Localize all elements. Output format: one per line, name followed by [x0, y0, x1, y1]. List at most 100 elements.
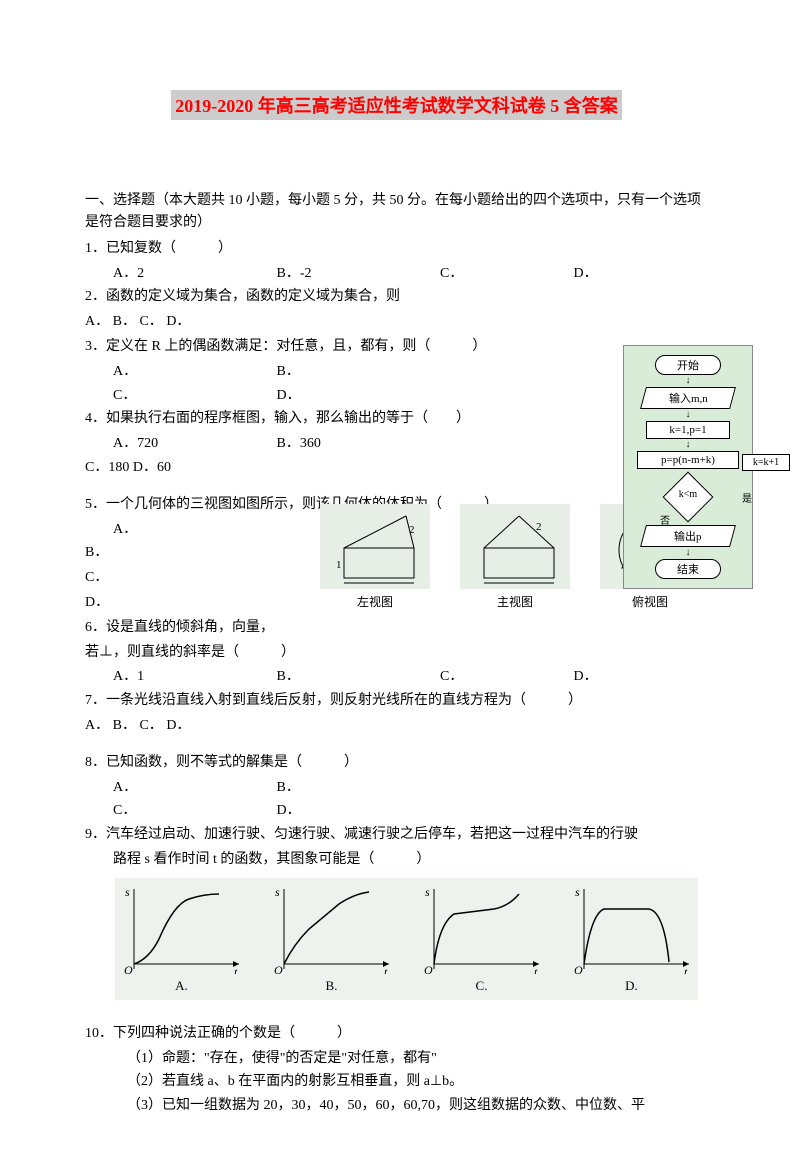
question-4-options-row1: A．720 B．360	[85, 432, 708, 456]
q8-opt-b: B．	[277, 776, 300, 800]
page-title: 2019-2020 年高三高考适应性考试数学文科试卷 5 含答案	[171, 90, 622, 120]
question-9-line2: 路程 s 看作时间 t 的函数，其图象可能是（ ）	[85, 848, 708, 872]
fc-cond: k<m	[663, 482, 713, 512]
question-1-options: A．2 B．-2 C． D．	[85, 262, 708, 286]
q1-opt-d: D．	[574, 262, 598, 286]
svg-text:s: s	[275, 885, 280, 899]
q7-opt-c: C．	[139, 718, 162, 733]
front-view: 2 1 1 主视图	[460, 504, 570, 610]
question-4-options-row2: C．180 D．60	[85, 456, 708, 480]
q9-label-c: C.	[419, 978, 544, 994]
q9-graph-b-svg: s t O	[269, 884, 394, 974]
q6-opt-a: A．1	[113, 665, 273, 689]
q6-opt-c: C．	[440, 665, 570, 689]
fc-output: 输出p	[640, 525, 736, 547]
question-8: 8．已知函数，则不等式的解集是（ ）	[85, 751, 708, 775]
q7-opt-b: B．	[113, 718, 136, 733]
question-2-options: A． B． C． D．	[85, 310, 708, 334]
top-view-label: 俯视图	[600, 593, 700, 610]
question-7-options: A． B． C． D．	[85, 714, 708, 738]
front-view-svg: 2 1 1	[460, 504, 570, 589]
q3-opt-b: B．	[277, 360, 300, 384]
q2-opt-a: A．	[85, 314, 109, 329]
spacer	[85, 481, 708, 493]
q7-opt-d: D．	[166, 718, 190, 733]
left-view-label: 左视图	[320, 593, 430, 610]
fc-yes: 是	[742, 490, 752, 505]
question-1: 1．已知复数（ ）	[85, 237, 708, 261]
q9-graph-d: s t O D.	[569, 884, 694, 994]
q8-opt-a: A．	[113, 776, 273, 800]
svg-text:t: t	[384, 965, 388, 974]
axis-t: t	[234, 965, 238, 974]
q9-graph-c: s t O C.	[419, 884, 544, 994]
exam-page: 2019-2020 年高三高考适应性考试数学文科试卷 5 含答案 一、选择题（本…	[0, 0, 793, 1158]
svg-text:1: 1	[532, 583, 538, 589]
q9-graph-b: s t O B.	[269, 884, 394, 994]
svg-text:s: s	[575, 885, 580, 899]
svg-text:1: 1	[392, 583, 398, 589]
q10-sub1: （1）命题："存在，使得"的否定是"对任意，都有"	[85, 1047, 708, 1071]
q9-graph-a: s t O A.	[119, 884, 244, 994]
q5-opt-d: D．	[85, 595, 109, 610]
q2-opt-d: D．	[166, 314, 190, 329]
q10-sub3: （3）已知一组数据为 20，30，40，50，60，60,70，则这组数据的众数…	[85, 1094, 708, 1118]
q3-opt-d: D．	[277, 384, 301, 408]
q4-opt-d: D．60	[133, 460, 171, 475]
svg-text:2: 2	[409, 524, 415, 536]
axis-s: s	[125, 885, 130, 899]
q5-opt-c: C．	[85, 570, 108, 585]
axis-o: O	[124, 963, 133, 974]
svg-text:s: s	[425, 885, 430, 899]
flowchart: 开始 ↓ 输入m,n ↓ k=1,p=1 ↓ p=p(n-m+k) k=k+1 …	[623, 345, 753, 589]
spacer	[85, 1002, 708, 1022]
q3-opt-a: A．	[113, 360, 273, 384]
q9-graphs: s t O A. s t O B. s	[115, 878, 698, 1000]
fc-arrow: ↓	[628, 441, 748, 449]
q9-graph-d-svg: s t O	[569, 884, 694, 974]
q10-sub2: （2）若直线 a、b 在平面内的射影互相垂直，则 a⊥b。	[85, 1070, 708, 1094]
q7-opt-a: A．	[85, 718, 109, 733]
q9-graph-c-svg: s t O	[419, 884, 544, 974]
question-8-options-row2: C． D．	[85, 799, 708, 823]
svg-text:1: 1	[497, 583, 503, 589]
question-8-options-row1: A． B．	[85, 776, 708, 800]
q4-opt-c: C．180	[85, 460, 129, 475]
svg-text:O: O	[424, 963, 433, 974]
q9-label-d: D.	[569, 978, 694, 994]
section-1-intro: 一、选择题（本大题共 10 小题，每小题 5 分，共 50 分。在每小题给出的四…	[85, 190, 708, 235]
q3-opt-c: C．	[113, 384, 273, 408]
fc-inc: k=k+1	[742, 454, 790, 471]
question-6-line2: 若⊥，则直线的斜率是（ ）	[85, 641, 708, 665]
q9-graph-a-svg: s t O	[119, 884, 244, 974]
question-3-options-row1: A． B．	[85, 360, 708, 384]
fc-end: 结束	[655, 559, 721, 579]
q6-opt-b: B．	[277, 665, 437, 689]
q4-opt-a: A．720	[113, 432, 273, 456]
fc-input: 输入m,n	[640, 387, 736, 409]
front-view-label: 主视图	[460, 593, 570, 610]
question-4: 4．如果执行右面的程序框图，输入，那么输出的等于（ ）	[85, 407, 708, 431]
left-view-svg: 2 1 1 1	[320, 504, 430, 589]
fc-arrow: ↓	[628, 411, 748, 419]
q9-label-b: B.	[269, 978, 394, 994]
question-7: 7．一条光线沿直线入射到直线后反射，则反射光线所在的直线方程为（ ）	[85, 689, 708, 713]
fc-init: k=1,p=1	[646, 421, 730, 439]
question-9-line1: 9．汽车经过启动、加速行驶、匀速行驶、减速行驶之后停车，若把这一过程中汽车的行驶	[85, 823, 708, 847]
q9-label-a: A.	[119, 978, 244, 994]
question-6-options: A．1 B． C． D．	[85, 665, 708, 689]
svg-text:2: 2	[536, 521, 542, 533]
left-view: 2 1 1 1 左视图	[320, 504, 430, 610]
spacer	[85, 739, 708, 751]
question-3: 3．定义在 R 上的偶函数满足：对任意，且，都有，则（ ）	[85, 335, 708, 359]
title-container: 2019-2020 年高三高考适应性考试数学文科试卷 5 含答案	[85, 90, 708, 160]
q5-opt-a: A．	[113, 518, 137, 542]
fc-calc: p=p(n-m+k)	[637, 451, 739, 469]
svg-text:O: O	[574, 963, 583, 974]
svg-text:1: 1	[336, 559, 342, 571]
q8-opt-c: C．	[113, 799, 273, 823]
q6-opt-d: D．	[574, 665, 598, 689]
fc-start: 开始	[655, 355, 721, 375]
svg-text:t: t	[534, 965, 538, 974]
q1-opt-b: B．-2	[277, 262, 437, 286]
